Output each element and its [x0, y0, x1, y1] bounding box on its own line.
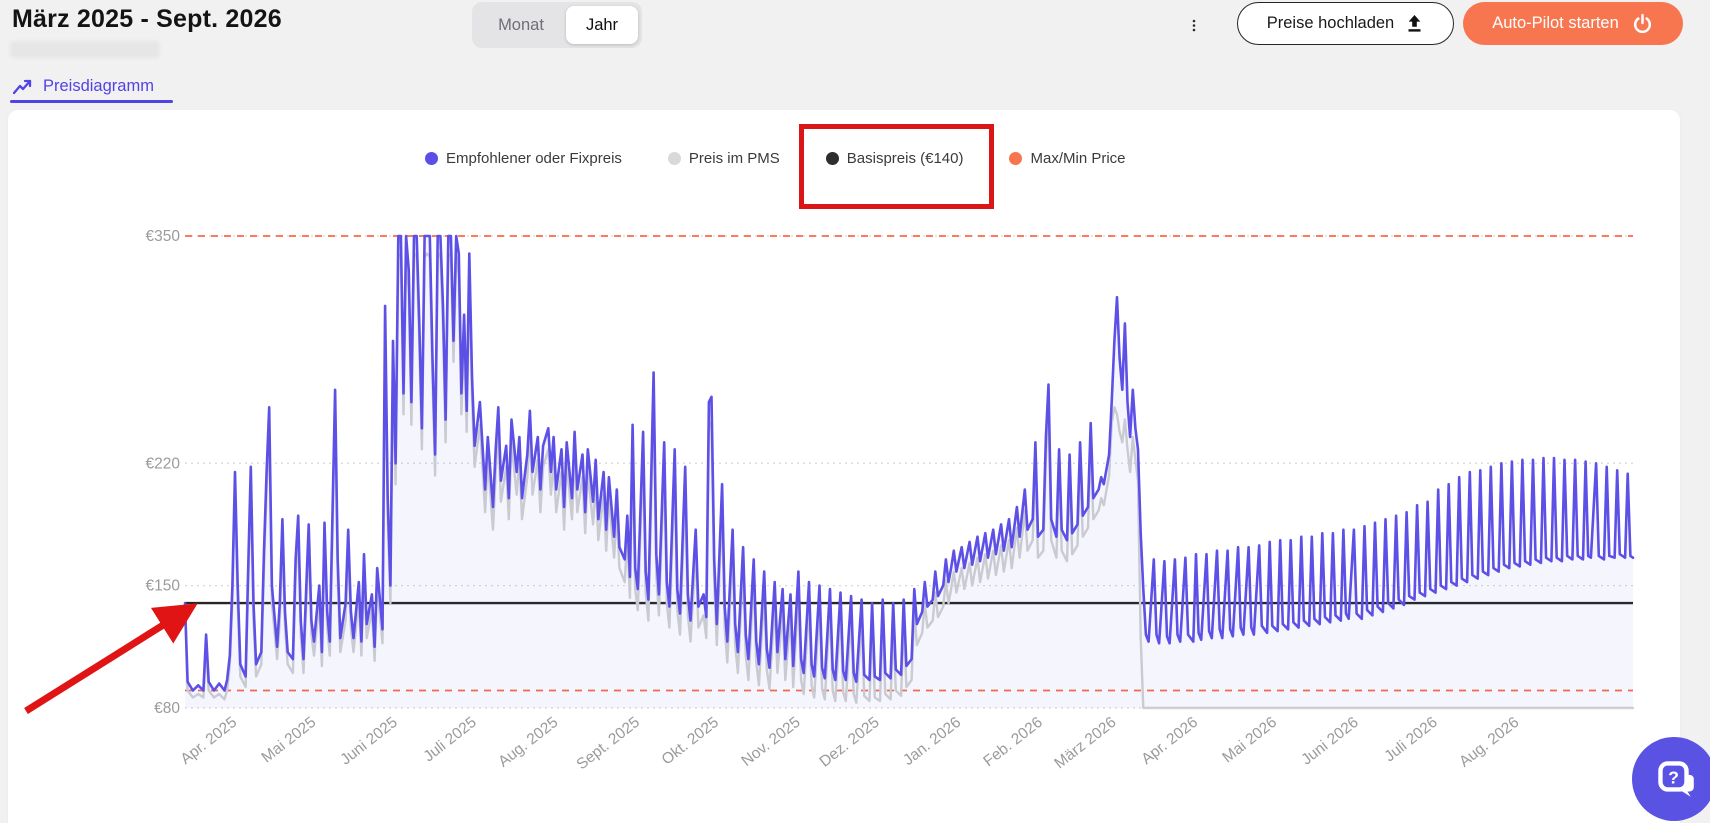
legend-dot-basispreis	[825, 152, 839, 165]
chat-question-icon: ?	[1658, 761, 1694, 797]
toggle-monat[interactable]: Monat	[476, 6, 566, 44]
upload-prices-button[interactable]: Preise hochladen	[1237, 2, 1454, 45]
legend-dot-maxmin	[1009, 152, 1023, 165]
legend-item-maxmin[interactable]: Max/Min Price	[1009, 150, 1126, 167]
page-title: März 2025 - Sept. 2026	[12, 5, 282, 33]
legend-label-maxmin: Max/Min Price	[1030, 150, 1126, 167]
active-tab-underline	[10, 100, 173, 103]
trend-chart-icon	[13, 79, 32, 94]
legend-label-basispreis: Basispreis (€140)	[846, 150, 964, 167]
view-toggle: Monat Jahr	[472, 2, 642, 48]
tab-preisdiagramm[interactable]: Preisdiagramm	[13, 77, 154, 96]
legend-item-basispreis[interactable]: Basispreis (€140)	[798, 124, 995, 209]
autopilot-start-label: Auto-Pilot starten	[1492, 14, 1619, 32]
legend-item-recommended-price[interactable]: Empfohlener oder Fixpreis	[425, 150, 622, 167]
more-options-button[interactable]	[1186, 9, 1202, 43]
tab-preisdiagramm-label: Preisdiagramm	[43, 77, 154, 95]
legend-dot-recommended	[425, 152, 438, 165]
legend-label-pms: Preis im PMS	[688, 150, 780, 167]
kebab-icon	[1192, 19, 1196, 32]
price-chart[interactable]	[8, 110, 1680, 823]
legend-label-recommended: Empfohlener oder Fixpreis	[446, 150, 622, 167]
chart-legend: Empfohlener oder Fixpreis Preis im PMS B…	[425, 124, 1126, 209]
autopilot-start-button[interactable]: Auto-Pilot starten	[1463, 2, 1683, 45]
blurred-property-name	[10, 41, 160, 58]
power-icon	[1633, 13, 1651, 34]
svg-text:?: ?	[1668, 768, 1679, 788]
upload-icon	[1408, 15, 1421, 32]
legend-item-pms-price[interactable]: Preis im PMS	[667, 150, 780, 167]
upload-prices-label: Preise hochladen	[1266, 14, 1395, 32]
toggle-jahr[interactable]: Jahr	[566, 6, 638, 44]
help-chat-button[interactable]: ?	[1632, 737, 1710, 821]
legend-dot-pms	[667, 152, 681, 165]
